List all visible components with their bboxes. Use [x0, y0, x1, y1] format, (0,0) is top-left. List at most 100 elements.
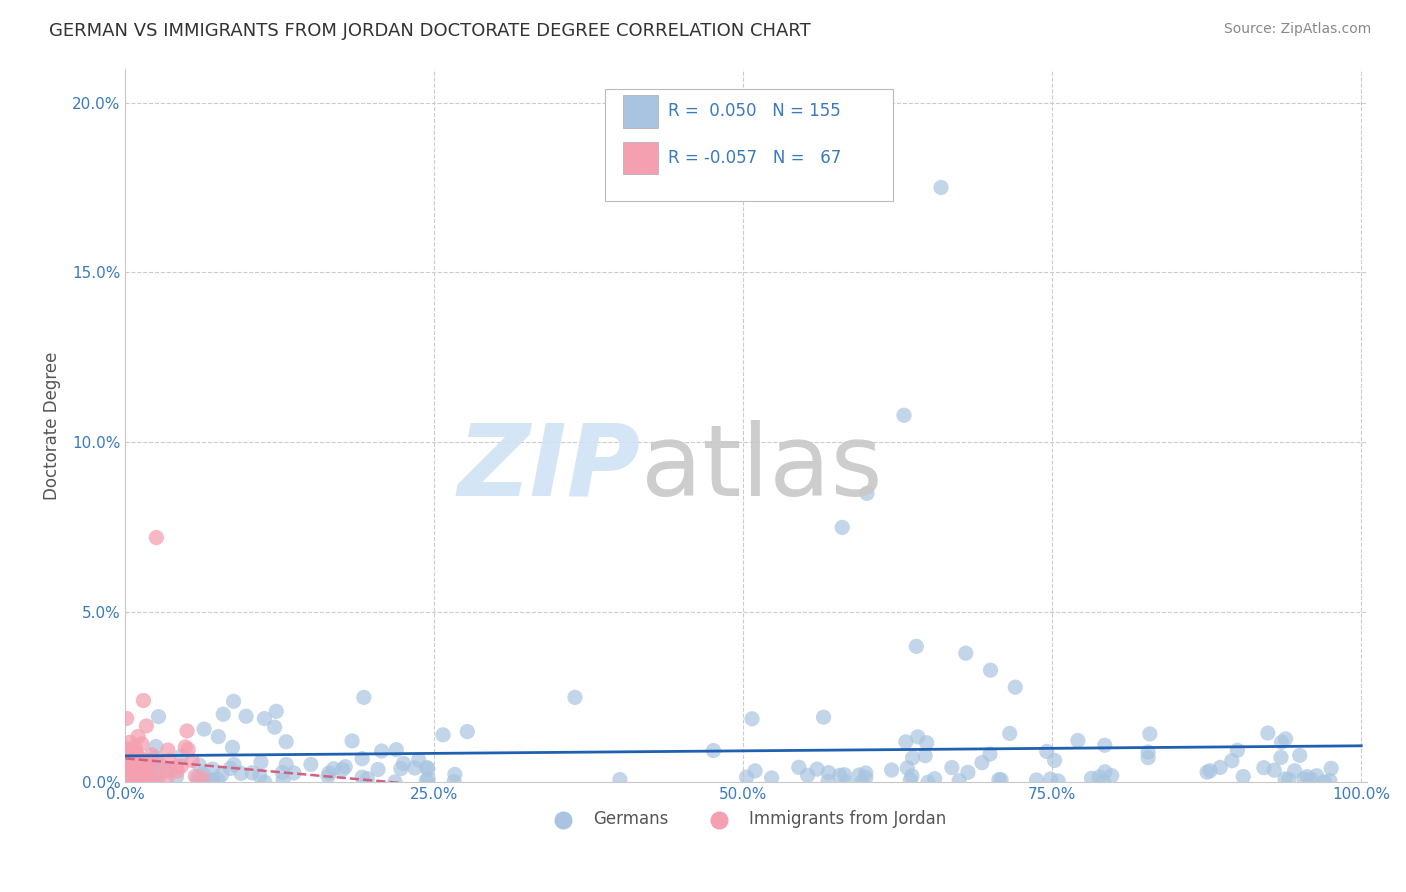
Point — [131, 737, 153, 751]
Point — [201, 772, 224, 787]
Point — [444, 767, 467, 781]
Point — [240, 765, 263, 780]
Point — [125, 772, 148, 787]
Point — [118, 751, 141, 765]
Point — [143, 756, 166, 771]
Point — [157, 753, 180, 767]
Point — [1025, 772, 1047, 787]
Point — [880, 763, 903, 777]
Point — [385, 742, 408, 756]
Point — [702, 743, 724, 757]
Point — [176, 723, 198, 738]
Point — [443, 774, 465, 789]
Point — [828, 768, 851, 782]
Point — [253, 775, 276, 789]
Point — [181, 754, 204, 768]
Point — [195, 775, 218, 789]
Point — [266, 704, 288, 718]
Point — [191, 773, 214, 788]
Point — [131, 757, 153, 772]
Point — [1035, 744, 1057, 758]
Point — [132, 764, 155, 779]
Point — [316, 769, 339, 783]
Point — [408, 753, 430, 767]
Point — [370, 744, 392, 758]
Point — [915, 736, 938, 750]
Point — [1094, 764, 1116, 779]
Point — [851, 775, 873, 789]
Point — [132, 774, 155, 789]
Text: R =  0.050   N = 155: R = 0.050 N = 155 — [668, 103, 841, 120]
Point — [924, 772, 946, 786]
Point — [222, 757, 245, 772]
Point — [1274, 731, 1296, 746]
Text: ZIP: ZIP — [458, 420, 641, 516]
Point — [165, 760, 187, 774]
Point — [249, 769, 271, 783]
Point — [207, 730, 229, 744]
Point — [201, 773, 224, 788]
Point — [564, 690, 586, 705]
Point — [735, 770, 758, 784]
Point — [115, 772, 138, 786]
Point — [201, 762, 224, 776]
Point — [855, 771, 877, 785]
Point — [1299, 772, 1322, 787]
Point — [124, 771, 146, 785]
Point — [1263, 763, 1285, 777]
Point — [905, 640, 928, 654]
Point — [367, 763, 389, 777]
Point — [955, 646, 977, 660]
Point — [1278, 772, 1301, 787]
Point — [148, 757, 170, 772]
Point — [1253, 761, 1275, 775]
Point — [856, 486, 879, 500]
Y-axis label: Doctorate Degree: Doctorate Degree — [44, 351, 60, 500]
Point — [117, 768, 139, 782]
Point — [1257, 726, 1279, 740]
Point — [148, 709, 170, 723]
Point — [253, 712, 276, 726]
Point — [115, 742, 138, 756]
Point — [141, 747, 163, 762]
Point — [115, 764, 138, 779]
Point — [332, 763, 354, 777]
Point — [1088, 770, 1111, 784]
Point — [118, 770, 141, 784]
Point — [118, 759, 141, 773]
Point — [1313, 774, 1336, 789]
Point — [145, 765, 167, 780]
Point — [125, 769, 148, 783]
Point — [118, 735, 141, 749]
Point — [235, 709, 257, 723]
Text: Source: ZipAtlas.com: Source: ZipAtlas.com — [1223, 22, 1371, 37]
Point — [1137, 745, 1160, 759]
Point — [263, 720, 285, 734]
Point — [283, 766, 305, 780]
Point — [1047, 773, 1070, 788]
Point — [156, 764, 179, 779]
Point — [115, 771, 138, 785]
Point — [813, 710, 835, 724]
Point — [894, 735, 917, 749]
Point — [115, 771, 138, 785]
Text: GERMAN VS IMMIGRANTS FROM JORDAN DOCTORATE DEGREE CORRELATION CHART: GERMAN VS IMMIGRANTS FROM JORDAN DOCTORA… — [49, 22, 811, 40]
Point — [276, 735, 298, 749]
Point — [120, 770, 142, 784]
Point — [207, 772, 229, 787]
Point — [901, 751, 924, 765]
Point — [188, 758, 211, 772]
Point — [356, 772, 378, 786]
Point — [276, 757, 298, 772]
Point — [817, 765, 839, 780]
Point — [117, 747, 139, 762]
Point — [1294, 772, 1316, 786]
Point — [143, 771, 166, 785]
Point — [979, 663, 1001, 677]
Point — [1274, 772, 1296, 786]
Point — [1080, 772, 1102, 786]
Point — [187, 772, 209, 787]
Point — [170, 749, 193, 764]
Point — [848, 768, 870, 782]
Point — [221, 740, 243, 755]
